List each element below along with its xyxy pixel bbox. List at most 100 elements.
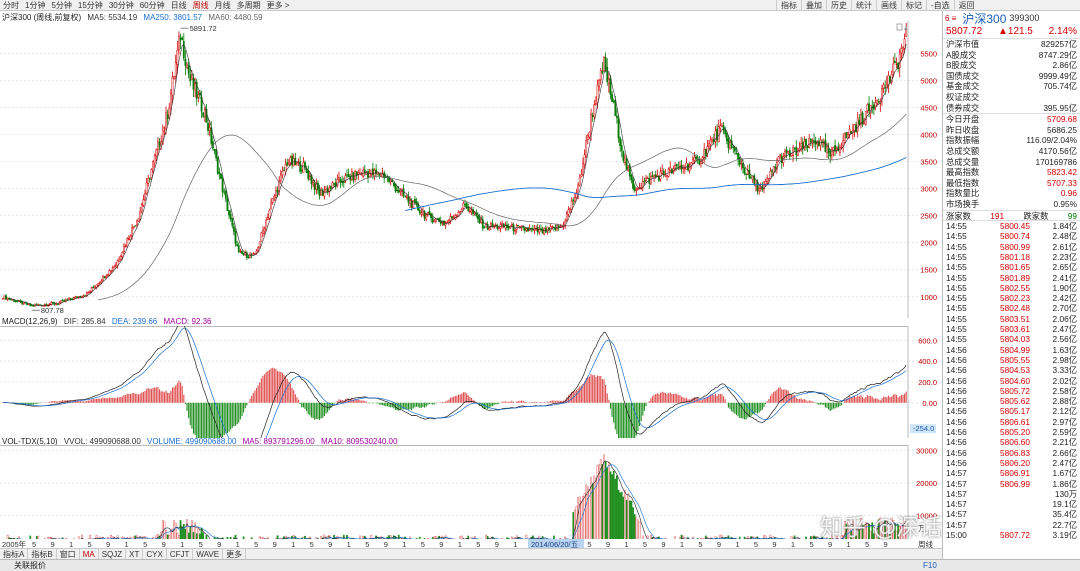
period-tab[interactable]: 60分钟 — [139, 0, 165, 10]
stat-label: 债券成交 — [946, 102, 980, 113]
tick-amount: 2.66亿 — [1052, 447, 1077, 458]
tick-price: 5805.20 — [1000, 427, 1030, 438]
menu-icon[interactable]: 6 ≡ — [945, 13, 957, 23]
indicator-tab[interactable]: CYX — [143, 549, 167, 559]
tool-tab[interactable]: 历史 — [826, 0, 851, 11]
volume-bar — [607, 462, 610, 549]
ma250-line — [405, 157, 907, 212]
period-tab[interactable]: 月线 — [214, 0, 231, 10]
tick-price: 5800.45 — [1000, 221, 1030, 232]
stat-value: 5823.42 — [1047, 167, 1077, 178]
tool-tab[interactable]: 标记 — [901, 0, 926, 11]
tick-time: 14:57 — [946, 499, 967, 510]
tool-tab[interactable]: 指标 — [776, 0, 801, 11]
indicator-tab[interactable]: XT — [126, 549, 144, 559]
candle-body — [601, 71, 604, 74]
period-tab[interactable]: 多周期 — [236, 0, 261, 10]
candle-body — [780, 155, 783, 164]
period-tab[interactable]: 15分钟 — [77, 0, 103, 10]
time-axis-tick: 9 — [772, 540, 776, 549]
candle-body — [444, 223, 447, 226]
period-tab[interactable]: 分时 — [3, 0, 19, 10]
volume-chart[interactable]: 30000 20000 10000 万 — [0, 445, 942, 549]
tool-tab[interactable]: 统计 — [851, 0, 876, 11]
candle-body — [740, 163, 743, 165]
tool-tab[interactable]: 画线 — [876, 0, 901, 11]
tick-price: 5805.62 — [1000, 396, 1030, 407]
candle-body — [578, 177, 581, 186]
tool-tab[interactable]: -自选 — [926, 0, 954, 11]
time-axis-tick: 9 — [273, 540, 277, 549]
linked-quote-label[interactable]: 关联报价 — [14, 561, 46, 570]
indicator-tab[interactable]: 指标B — [28, 549, 57, 559]
candle-body — [234, 231, 237, 244]
period-tab[interactable]: 日线 — [170, 0, 187, 10]
tool-tab[interactable]: 叠加 — [801, 0, 826, 11]
chart-area[interactable]: 沪深300 (周线,前复权) MA5: 5534.19 MA250: 3801.… — [0, 11, 942, 549]
period-tab[interactable]: 5分钟 — [51, 0, 72, 10]
f10-button[interactable]: F10 — [923, 561, 937, 570]
price-chart[interactable]: 5500 5000 4500 4000 3500 3000 2500 2000 1500 1000… — [0, 21, 942, 318]
tick-price: 5806.20 — [1000, 457, 1030, 468]
candle-body — [855, 124, 857, 133]
candle-body — [502, 223, 505, 228]
stat-row: 总成交量 170169786 — [943, 157, 1080, 168]
period-tab[interactable]: 周线 — [192, 0, 209, 10]
candle-body — [470, 210, 473, 213]
tick-time: 14:55 — [946, 303, 967, 314]
tick-row: 14:56 5805.62 2.88亿 — [943, 396, 1080, 406]
indicator-tab[interactable]: MA — [80, 549, 99, 559]
period-tab[interactable]: 更多 > — [266, 0, 290, 10]
stat-row: 债券成交 395.95亿 — [943, 103, 1080, 114]
candle-body — [263, 228, 266, 232]
indicator-tab[interactable]: SQJZ — [99, 549, 127, 559]
main-panel-title: 沪深300 (周线,前复权) — [2, 13, 82, 22]
time-axis-tick: 1 — [735, 540, 739, 549]
candle-body — [776, 161, 778, 169]
candle-body — [108, 270, 111, 276]
candle-body — [360, 174, 363, 176]
tick-list[interactable]: 14:55 5800.45 1.84亿 14:55 5800.74 2.48亿 14:55 5… — [943, 221, 1080, 540]
candle-body — [586, 135, 589, 140]
candle-body — [575, 192, 578, 199]
candle-body — [848, 128, 851, 135]
candle-body — [315, 183, 318, 190]
candle-body — [611, 94, 613, 102]
indicator-tab[interactable]: 指标A — [0, 549, 29, 559]
macd-tag: -254.0 — [913, 424, 934, 433]
time-axis-tick: 5 — [32, 540, 36, 549]
candle-body — [173, 75, 176, 79]
time-axis-tick: 5 — [643, 540, 647, 549]
candle-body — [832, 147, 835, 151]
period-tab[interactable]: 30分钟 — [108, 0, 134, 10]
indicator-tab[interactable]: WAVE — [193, 549, 224, 559]
time-axis-tick: 9 — [106, 540, 110, 549]
candle-body — [241, 251, 243, 254]
candle-body — [449, 216, 452, 221]
candle-body — [824, 139, 827, 152]
candle-body — [557, 225, 560, 228]
tool-tab[interactable]: 返回 — [953, 0, 979, 11]
candle-body — [742, 163, 744, 169]
doc-icon[interactable] — [896, 23, 903, 31]
macd-chart[interactable]: 600.0 400.0 200.0 0.00 -254.0 — [0, 326, 942, 438]
candle-body — [174, 62, 177, 77]
stat-value: 170169786 — [1035, 156, 1077, 167]
expand-icon[interactable]: ▴ — [904, 25, 908, 32]
stat-value: 0.95% — [1053, 198, 1077, 209]
indicator-tab[interactable]: 更多 — [223, 549, 247, 559]
time-axis-tick: 1 — [180, 540, 184, 549]
indicator-tab[interactable]: 窗口 — [57, 549, 80, 559]
tick-price: 5804.53 — [1000, 365, 1030, 376]
tick-price: 5802.23 — [1000, 293, 1030, 304]
candle-body — [517, 225, 520, 227]
candle-body — [893, 61, 896, 64]
tool-tabs: 指标 叠加 历史 统计 画线 标记 -自选 返回 — [776, 0, 979, 11]
candle-body — [750, 177, 752, 179]
indicator-tab[interactable]: CFJT — [167, 549, 194, 559]
vol-axis-tick: 30000 — [916, 446, 937, 455]
tick-price: 5805.55 — [1000, 354, 1030, 365]
time-axis-tick: 9 — [883, 540, 887, 549]
candle-body — [543, 227, 546, 235]
period-tab[interactable]: 1分钟 — [25, 0, 46, 10]
